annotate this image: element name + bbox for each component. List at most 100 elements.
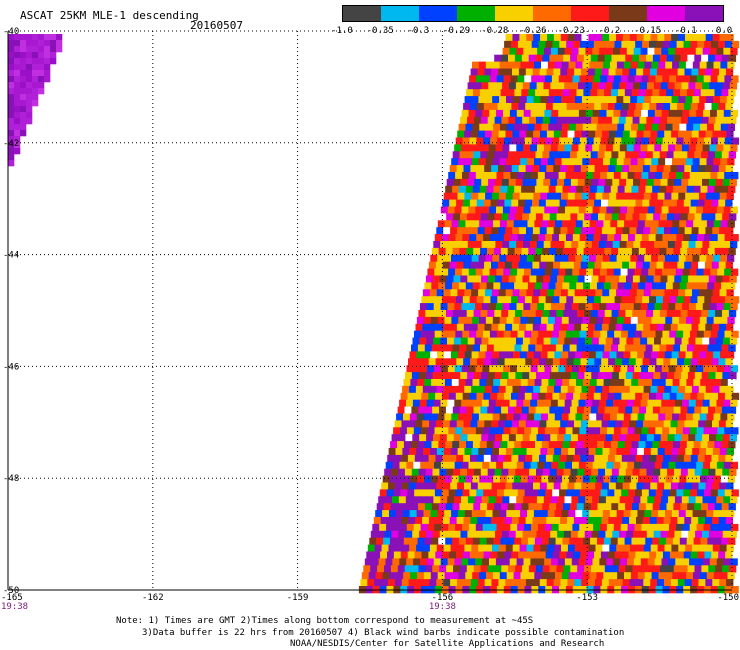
swath-cell (537, 461, 545, 470)
swath-cell (556, 310, 564, 318)
swath-cell (630, 448, 638, 456)
swath-cell (620, 461, 628, 470)
swath-cell (508, 54, 516, 62)
swath-cell (693, 475, 701, 483)
swath-cell (607, 427, 615, 435)
swath-cell (571, 558, 580, 566)
swath-cell (618, 54, 626, 62)
swath-cell (26, 76, 33, 83)
swath-cell (376, 503, 384, 511)
swath-cell (420, 330, 429, 338)
swath-cell (467, 468, 475, 476)
swath-cell (553, 130, 562, 138)
swath-cell (495, 241, 503, 249)
swath-cell (597, 54, 605, 62)
swath-cell (423, 316, 432, 325)
swath-cell (492, 254, 500, 263)
swath-cell (20, 100, 27, 107)
swath-cell (497, 358, 505, 366)
swath-cell (612, 241, 620, 249)
swath-cell (617, 475, 625, 483)
swath-cell (715, 116, 723, 125)
swath-cell (454, 461, 462, 470)
swath-cell (689, 365, 697, 373)
swath-cell (633, 399, 641, 407)
swath-cell (616, 448, 624, 456)
swath-cell (555, 475, 563, 483)
swath-cell (597, 185, 605, 194)
swath-cell (682, 523, 691, 532)
swath-cell (545, 489, 553, 497)
swath-cell (419, 530, 427, 539)
swath-cell (590, 441, 598, 449)
swath-cell (715, 530, 724, 539)
swath-cell (696, 427, 704, 435)
swath-cell (512, 130, 520, 138)
swath-cell (476, 296, 484, 304)
swath-cell (673, 151, 681, 159)
swath-cell (361, 572, 370, 580)
swath-cell (512, 544, 520, 552)
swath-cell (511, 420, 520, 428)
swath-cell (704, 137, 712, 145)
swath-cell (722, 275, 730, 283)
swath-cell (481, 530, 489, 539)
swath-cell (436, 579, 444, 587)
swath-cell (420, 427, 428, 435)
swath-cell (449, 261, 457, 269)
swath-cell (680, 406, 688, 414)
swath-cell (433, 399, 441, 407)
swath-cell (451, 316, 459, 325)
swath-cell (511, 296, 519, 304)
swath-cell (530, 461, 538, 470)
swath-cell (514, 406, 523, 414)
swath-cell (426, 337, 434, 345)
swath-cell (583, 54, 592, 62)
swath-cell (650, 323, 658, 332)
swath-cell (474, 434, 482, 442)
swath-cell (698, 385, 707, 394)
swath-cell (639, 565, 647, 573)
swath-cell (633, 434, 641, 442)
swath-cell (408, 420, 416, 428)
swath-cell (558, 365, 566, 373)
swath-cell (727, 510, 735, 518)
swath-cell (526, 385, 534, 394)
swath-cell (730, 461, 738, 470)
swath-cell (673, 247, 681, 256)
swath-cell (669, 523, 677, 532)
swath-cell (379, 523, 387, 532)
swath-cell (585, 399, 593, 407)
swath-cell (520, 379, 529, 387)
swath-cell (512, 68, 520, 76)
swath-cell (676, 427, 684, 435)
swath-cell (490, 296, 498, 304)
swath-cell (726, 130, 734, 138)
swath-cell (712, 130, 720, 138)
swath-cell (451, 379, 460, 387)
swath-cell (647, 558, 655, 566)
swath-cell (433, 496, 441, 504)
swath-cell (628, 454, 636, 463)
swath-cell (20, 82, 27, 89)
swath-cell (624, 89, 633, 97)
swath-cell (524, 330, 532, 338)
swath-cell (645, 344, 653, 352)
swath-cell (675, 523, 684, 532)
swath-cell (673, 344, 681, 352)
swath-cell (420, 558, 428, 566)
swath-cell (637, 220, 646, 228)
swath-cell (593, 523, 601, 532)
swath-cell (14, 148, 21, 155)
swath-cell (608, 261, 616, 269)
swath-cell (704, 261, 713, 269)
swath-cell (723, 206, 731, 214)
swath-cell (383, 503, 391, 511)
swath-cell (674, 372, 682, 380)
swath-cell (678, 34, 686, 42)
swath-cell (647, 241, 655, 249)
swath-cell (724, 40, 733, 49)
swath-cell (638, 503, 647, 511)
swath-cell (534, 185, 543, 194)
swath-cell (618, 213, 626, 221)
